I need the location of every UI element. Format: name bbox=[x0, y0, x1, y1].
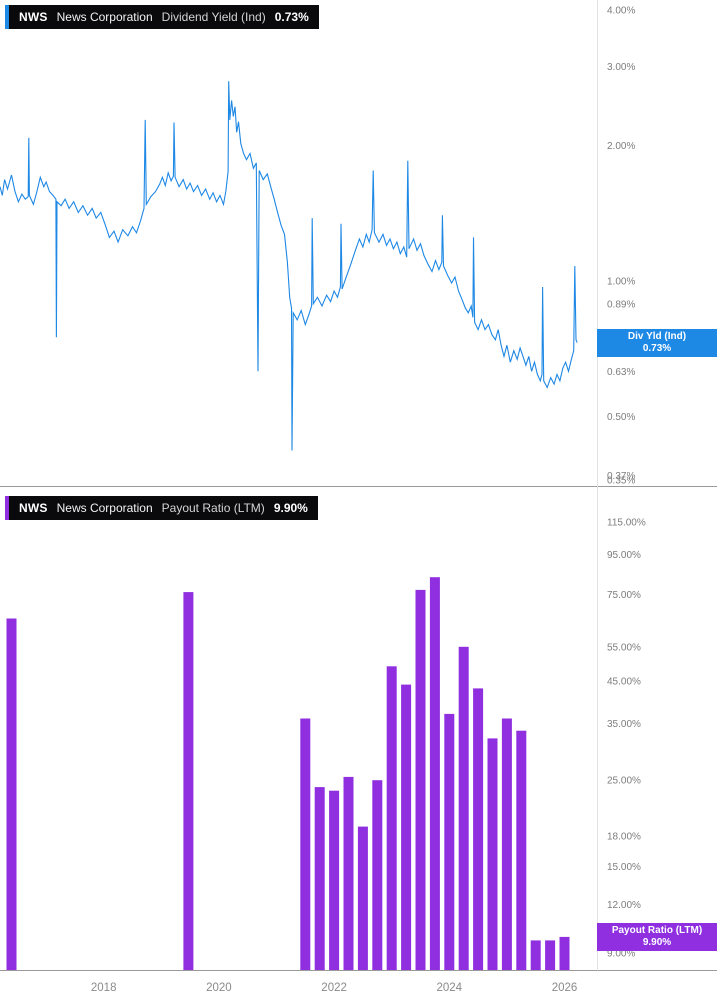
y-axis-tick-label: 18.00% bbox=[607, 831, 641, 842]
metric-value: 0.73% bbox=[274, 10, 309, 24]
y-axis-tick-label: 35.00% bbox=[607, 719, 641, 730]
ticker-symbol: NWS bbox=[19, 501, 48, 515]
flag-value: 0.73% bbox=[642, 342, 672, 354]
payout-ratio-bar bbox=[415, 589, 426, 971]
dividend-yield-line bbox=[0, 81, 578, 451]
x-axis-tick-label: 2020 bbox=[206, 982, 232, 994]
y-axis-tick-label: 0.35% bbox=[607, 476, 635, 487]
payout-ratio-legend[interactable]: NWS News Corporation Payout Ratio (LTM) … bbox=[5, 496, 318, 520]
payout-ratio-bar bbox=[530, 940, 541, 971]
y-axis-tick-label: 75.00% bbox=[607, 590, 641, 601]
payout-ratio-series-color-bar bbox=[5, 496, 9, 520]
metric-name: Dividend Yield (Ind) bbox=[161, 10, 266, 24]
ticker-symbol: NWS bbox=[19, 10, 48, 24]
payout-ratio-bar bbox=[329, 790, 340, 971]
y-axis-tick-label: 25.00% bbox=[607, 776, 641, 787]
company-name: News Corporation bbox=[56, 501, 153, 515]
y-axis-tick-label: 3.00% bbox=[607, 62, 635, 73]
payout-ratio-bar bbox=[516, 730, 527, 971]
metric-value: 9.90% bbox=[273, 501, 308, 515]
x-axis-tick-label: 2018 bbox=[91, 982, 117, 994]
company-name: News Corporation bbox=[56, 10, 153, 24]
payout-ratio-bar bbox=[401, 684, 412, 971]
payout-ratio-bar bbox=[444, 713, 455, 971]
y-axis-tick-label: 1.00% bbox=[607, 277, 635, 288]
dividend-yield-axis-flag: Div Yld (Ind) 0.73% bbox=[597, 328, 717, 357]
y-axis-tick-label: 2.00% bbox=[607, 141, 635, 152]
legend-box: NWS News Corporation Dividend Yield (Ind… bbox=[9, 5, 319, 29]
legend-box: NWS News Corporation Payout Ratio (LTM) … bbox=[9, 496, 318, 520]
y-axis-tick-label: 0.50% bbox=[607, 412, 635, 423]
payout-ratio-bar bbox=[429, 577, 440, 971]
payout-ratio-bar bbox=[372, 780, 383, 971]
y-axis-tick-label: 45.00% bbox=[607, 676, 641, 687]
y-axis-tick-label: 0.63% bbox=[607, 367, 635, 378]
y-axis-tick-label: 0.89% bbox=[607, 299, 635, 310]
payout-ratio-bar bbox=[183, 592, 194, 971]
y-axis-tick-label: 9.00% bbox=[607, 949, 635, 960]
x-axis-tick-label: 2022 bbox=[321, 982, 347, 994]
y-axis-tick-label: 95.00% bbox=[607, 550, 641, 561]
payout-ratio-bar bbox=[559, 936, 570, 971]
flag-label: Div Yld (Ind) bbox=[627, 330, 687, 342]
y-axis-tick-label: 0.37% bbox=[607, 471, 635, 482]
dividend-yield-legend[interactable]: NWS News Corporation Dividend Yield (Ind… bbox=[5, 5, 319, 29]
payout-ratio-bar bbox=[501, 718, 512, 971]
flag-label: Payout Ratio (LTM) bbox=[611, 924, 703, 936]
flag-value: 9.90% bbox=[642, 936, 672, 948]
payout-ratio-bar bbox=[386, 666, 397, 971]
payout-ratio-bar bbox=[314, 787, 325, 971]
metric-name: Payout Ratio (LTM) bbox=[161, 501, 265, 515]
payout-ratio-bar bbox=[545, 940, 556, 971]
y-axis-tick-label: 4.00% bbox=[607, 6, 635, 17]
payout-ratio-bar bbox=[6, 618, 17, 971]
payout-ratio-bar bbox=[487, 738, 498, 971]
payout-ratio-bar bbox=[458, 646, 469, 971]
y-axis-tick-label: 12.00% bbox=[607, 900, 641, 911]
payout-ratio-bar bbox=[343, 776, 354, 971]
payout-ratio-bar bbox=[300, 718, 311, 971]
y-axis-tick-label: 15.00% bbox=[607, 862, 641, 873]
y-axis-tick-label: 115.00% bbox=[607, 518, 646, 529]
payout-ratio-bar bbox=[357, 826, 368, 971]
payout-ratio-axis-flag: Payout Ratio (LTM) 9.90% bbox=[597, 922, 717, 951]
payout-ratio-bar bbox=[473, 688, 484, 971]
x-axis-tick-label: 2024 bbox=[437, 982, 463, 994]
x-axis-tick-label: 2026 bbox=[552, 982, 578, 994]
y-axis-tick-label: 55.00% bbox=[607, 642, 641, 653]
dividend-yield-series-color-bar bbox=[5, 5, 9, 29]
